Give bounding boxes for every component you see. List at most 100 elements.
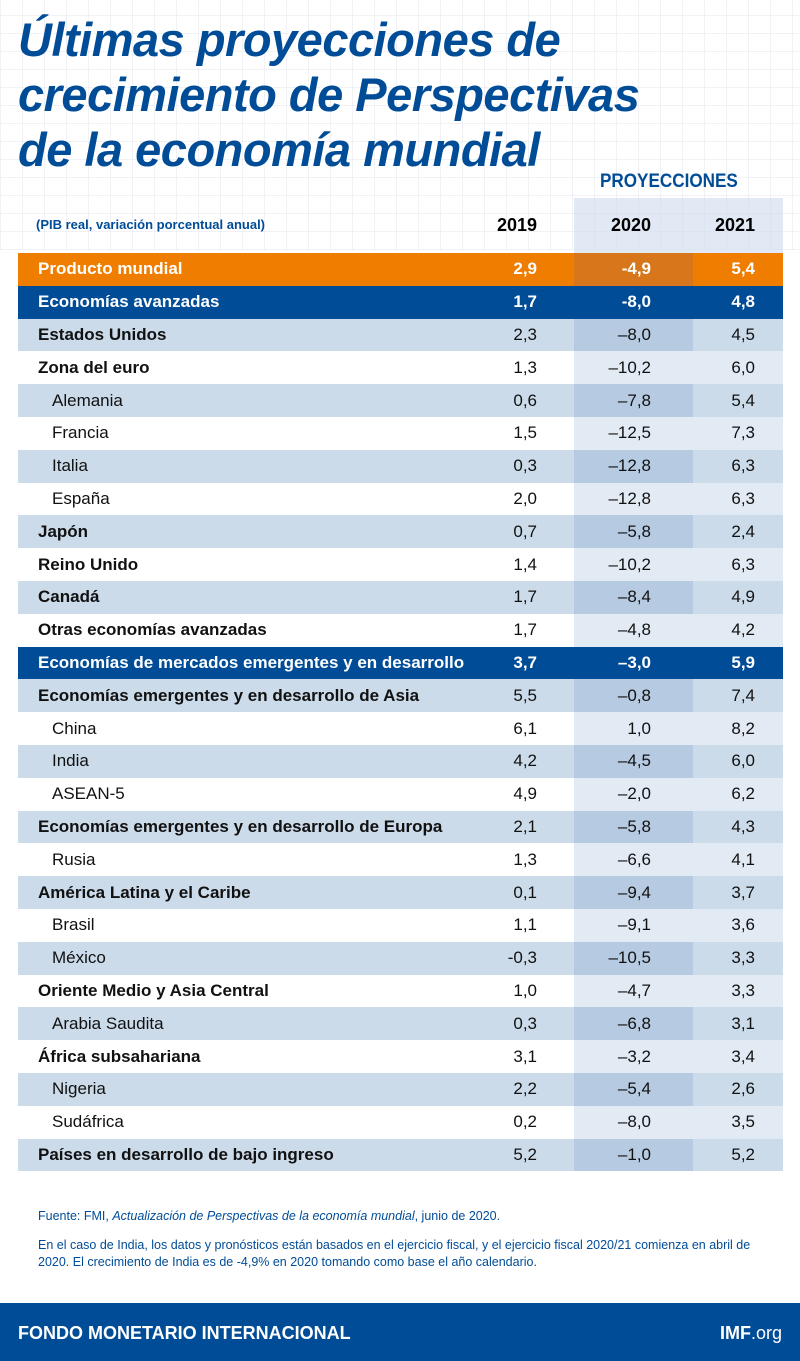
row-label: Reino Unido (38, 554, 139, 574)
cell-value: 0,3 (513, 1013, 537, 1033)
col-2020-bg (574, 351, 693, 385)
row-label: Oriente Medio y Asia Central (38, 980, 269, 1000)
row-label: Japón (38, 521, 89, 541)
row-label: Producto mundial (38, 259, 183, 279)
cell-value: 7,4 (731, 685, 755, 705)
row-label: ASEAN-5 (52, 784, 125, 804)
cell-value: 4,9 (513, 784, 537, 804)
cell-value: –5,8 (617, 816, 651, 836)
col-2020-bg (574, 416, 693, 450)
table-row: Economías avanzadas 1,7 -8,0 4,8 (18, 285, 783, 319)
cell-value: 1,5 (513, 423, 537, 443)
cell-value: 2,6 (731, 1079, 755, 1099)
cell-value: 0,1 (513, 882, 537, 902)
col-2020-bg (574, 580, 693, 614)
cell-value: –2,0 (617, 784, 651, 804)
cell-value: 1,7 (513, 620, 537, 640)
cell-value: –12,8 (608, 456, 651, 476)
cell-value: 3,7 (513, 652, 537, 672)
table-row: Producto mundial 2,9 -4,9 5,4 (18, 253, 783, 286)
cell-value: 3,7 (731, 882, 755, 902)
cell-value: –5,4 (617, 1079, 651, 1099)
row-label: Economías emergentes y en desarrollo de … (38, 816, 443, 836)
table-row: Zona del euro 1,3 –10,2 6,0 (18, 351, 783, 385)
cell-value: –8,0 (617, 324, 651, 344)
table-row: Canadá 1,7 –8,4 4,9 (18, 580, 783, 614)
cell-value: –3,0 (617, 652, 651, 672)
cell-value: 8,2 (731, 718, 755, 738)
cell-value: 4,8 (731, 292, 755, 312)
col-2020-bg (574, 777, 693, 811)
cell-value: –6,6 (617, 849, 651, 869)
cell-value: –10,2 (608, 554, 651, 574)
cell-value: –4,8 (617, 620, 651, 640)
cell-value: 4,1 (731, 849, 755, 869)
row-label: América Latina y el Caribe (38, 882, 251, 902)
cell-value: –12,8 (608, 488, 651, 508)
col-2020-bg (574, 1072, 693, 1106)
row-label: México (52, 948, 106, 968)
footer: FONDO MONETARIO INTERNACIONAL IMF.org (0, 1303, 800, 1361)
cell-value: 5,5 (513, 685, 537, 705)
cell-value: –1,0 (617, 1144, 651, 1164)
india-note: En el caso de India, los datos y pronóst… (38, 1238, 751, 1269)
table-row: México -0,3 –10,5 3,3 (18, 941, 783, 975)
org-name: FONDO MONETARIO INTERNACIONAL (18, 1323, 351, 1343)
cell-value: 6,1 (513, 718, 537, 738)
projections-band (574, 198, 783, 253)
col-2020-bg (574, 449, 693, 483)
site-link[interactable]: IMF.org (720, 1323, 782, 1344)
year-2021: 2021 (714, 215, 755, 235)
cell-value: 4,9 (731, 587, 755, 607)
cell-value: 3,1 (731, 1013, 755, 1033)
title-italic: Perspectivas (355, 68, 640, 121)
row-label: Sudáfrica (52, 1112, 124, 1132)
cell-value: 4,2 (513, 751, 537, 771)
cell-value: –10,2 (608, 357, 651, 377)
cell-value: 6,0 (731, 751, 755, 771)
cell-value: 2,3 (513, 324, 537, 344)
row-label: Economías avanzadas (38, 292, 220, 312)
table-row: América Latina y el Caribe 0,1 –9,4 3,7 (18, 876, 783, 909)
site-rest: .org (750, 1323, 782, 1343)
table-row: Brasil 1,1 –9,1 3,6 (18, 908, 783, 942)
col-2020-bg (574, 908, 693, 942)
cell-value: 1,4 (513, 554, 537, 574)
col-2021-bg (693, 613, 783, 647)
cell-value: 4,5 (731, 324, 755, 344)
row-label: Italia (52, 456, 88, 476)
notes: Fuente: FMI, Actualización de Perspectiv… (38, 1208, 778, 1283)
cell-value: –7,8 (617, 390, 651, 410)
col-2020-bg (574, 482, 693, 516)
col-2020-bg (574, 843, 693, 877)
col-2021-bg (693, 712, 783, 745)
cell-value: –5,8 (617, 521, 651, 541)
col-2021-bg (693, 908, 783, 942)
table-row: Sudáfrica 0,2 –8,0 3,5 (18, 1105, 783, 1139)
row-label: Economías emergentes y en desarrollo de … (38, 685, 420, 705)
cell-value: 1,3 (513, 849, 537, 869)
cell-value: –3,2 (617, 1046, 651, 1066)
site-bold: IMF (719, 1323, 751, 1343)
col-2020-bg (574, 384, 693, 417)
col-2020-bg (574, 318, 693, 352)
source-prefix: Fuente: FMI, (38, 1209, 113, 1223)
table-row: Países en desarrollo de bajo ingreso 5,2 –… (18, 1138, 783, 1172)
table-row: Economías emergentes y en desarrollo de … (18, 810, 783, 844)
table-row: Rusia 1,3 –6,6 4,1 (18, 843, 783, 877)
cell-value: –10,5 (608, 948, 651, 968)
year-2019: 2019 (496, 215, 537, 235)
cell-value: 0,3 (513, 456, 537, 476)
col-2021-bg (693, 843, 783, 877)
cell-value: 4,3 (731, 816, 755, 836)
col-2021-bg (693, 777, 783, 811)
row-label: China (52, 718, 97, 738)
col-2020-bg (574, 941, 693, 975)
cell-value: 5,4 (731, 390, 755, 410)
row-label: Francia (52, 423, 109, 443)
cell-value: 7,3 (731, 423, 755, 443)
cell-value: –9,1 (617, 915, 651, 935)
table-row: Francia 1,5 –12,5 7,3 (18, 416, 783, 450)
cell-value: 6,2 (731, 784, 755, 804)
cell-value: –8,0 (617, 1112, 651, 1132)
